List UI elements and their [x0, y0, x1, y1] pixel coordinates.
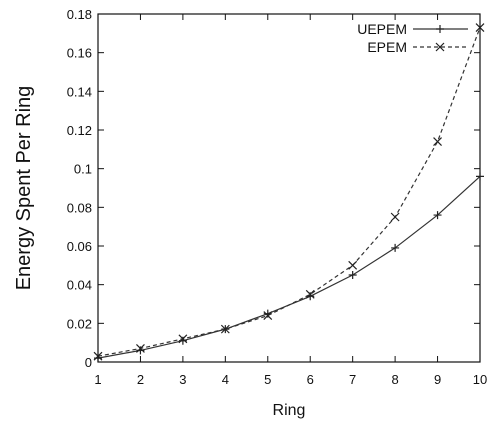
legend-entry: EPEM: [367, 39, 468, 55]
x-tick-label: 1: [94, 372, 101, 387]
series-layer: [93, 23, 485, 363]
data-point-uepem: [178, 336, 187, 345]
x-tick-label: 10: [473, 372, 487, 387]
series-uepem: [94, 172, 484, 363]
x-tick-label: 3: [179, 372, 186, 387]
axes-box: [97, 13, 481, 363]
data-point-epem: [263, 311, 273, 321]
x-tick-label: 4: [222, 372, 229, 387]
x-axis: 1 2 3 4 5 6 7 8 9 10: [94, 14, 487, 387]
y-tick-label: 0.14: [67, 84, 92, 99]
legend-marker: [436, 25, 444, 33]
y-tick-label: 0.06: [67, 239, 92, 254]
legend-marker: [435, 42, 445, 52]
data-point-epem: [178, 334, 188, 344]
legend-label: EPEM: [367, 39, 407, 55]
data-point-epem: [220, 324, 230, 334]
data-point-epem: [93, 351, 103, 361]
data-point-epem: [136, 344, 145, 353]
data-point-uepem: [476, 172, 484, 181]
legend-entry: UEPEM: [357, 21, 468, 37]
y-tick-label: 0.08: [67, 200, 92, 215]
x-tick-label: 6: [307, 372, 314, 387]
x-tick-label: 2: [137, 372, 144, 387]
y-tick-label: 0.12: [67, 123, 92, 138]
data-point-epem: [433, 137, 442, 147]
data-point-epem: [390, 212, 400, 222]
legend-label: UEPEM: [357, 21, 407, 37]
data-point-uepem: [348, 271, 357, 279]
data-point-epem: [305, 289, 315, 299]
x-tick-label: 8: [391, 372, 398, 387]
y-tick-label: 0.02: [67, 316, 92, 331]
data-point-epem: [348, 260, 358, 270]
data-point-uepem: [136, 346, 145, 355]
y-tick-label: 0.18: [67, 7, 92, 22]
y-axis-label: Energy Spent Per Ring: [13, 86, 35, 291]
series-epem: [93, 23, 485, 361]
data-point-uepem: [391, 243, 400, 252]
y-tick-label: 0.04: [67, 278, 92, 293]
series-line-epem: [97, 27, 481, 357]
y-tick-label: 0: [85, 355, 92, 370]
x-axis-label: Ring: [273, 402, 306, 419]
x-tick-label: 5: [264, 372, 271, 387]
y-axis: 0 0.02 0.04 0.06 0.08 0.1 0.12 0.14 0.16 0.18: [67, 7, 480, 370]
series-line-uepem: [97, 175, 481, 359]
x-tick-label: 7: [349, 372, 356, 387]
x-tick-label: 9: [434, 372, 441, 387]
data-point-epem: [475, 23, 485, 32]
y-tick-label: 0.16: [67, 46, 92, 61]
data-point-uepem: [433, 211, 442, 220]
legend: UEPEM EPEM: [357, 21, 468, 55]
y-tick-label: 0.1: [74, 162, 92, 177]
plot-frame: [97, 13, 481, 363]
